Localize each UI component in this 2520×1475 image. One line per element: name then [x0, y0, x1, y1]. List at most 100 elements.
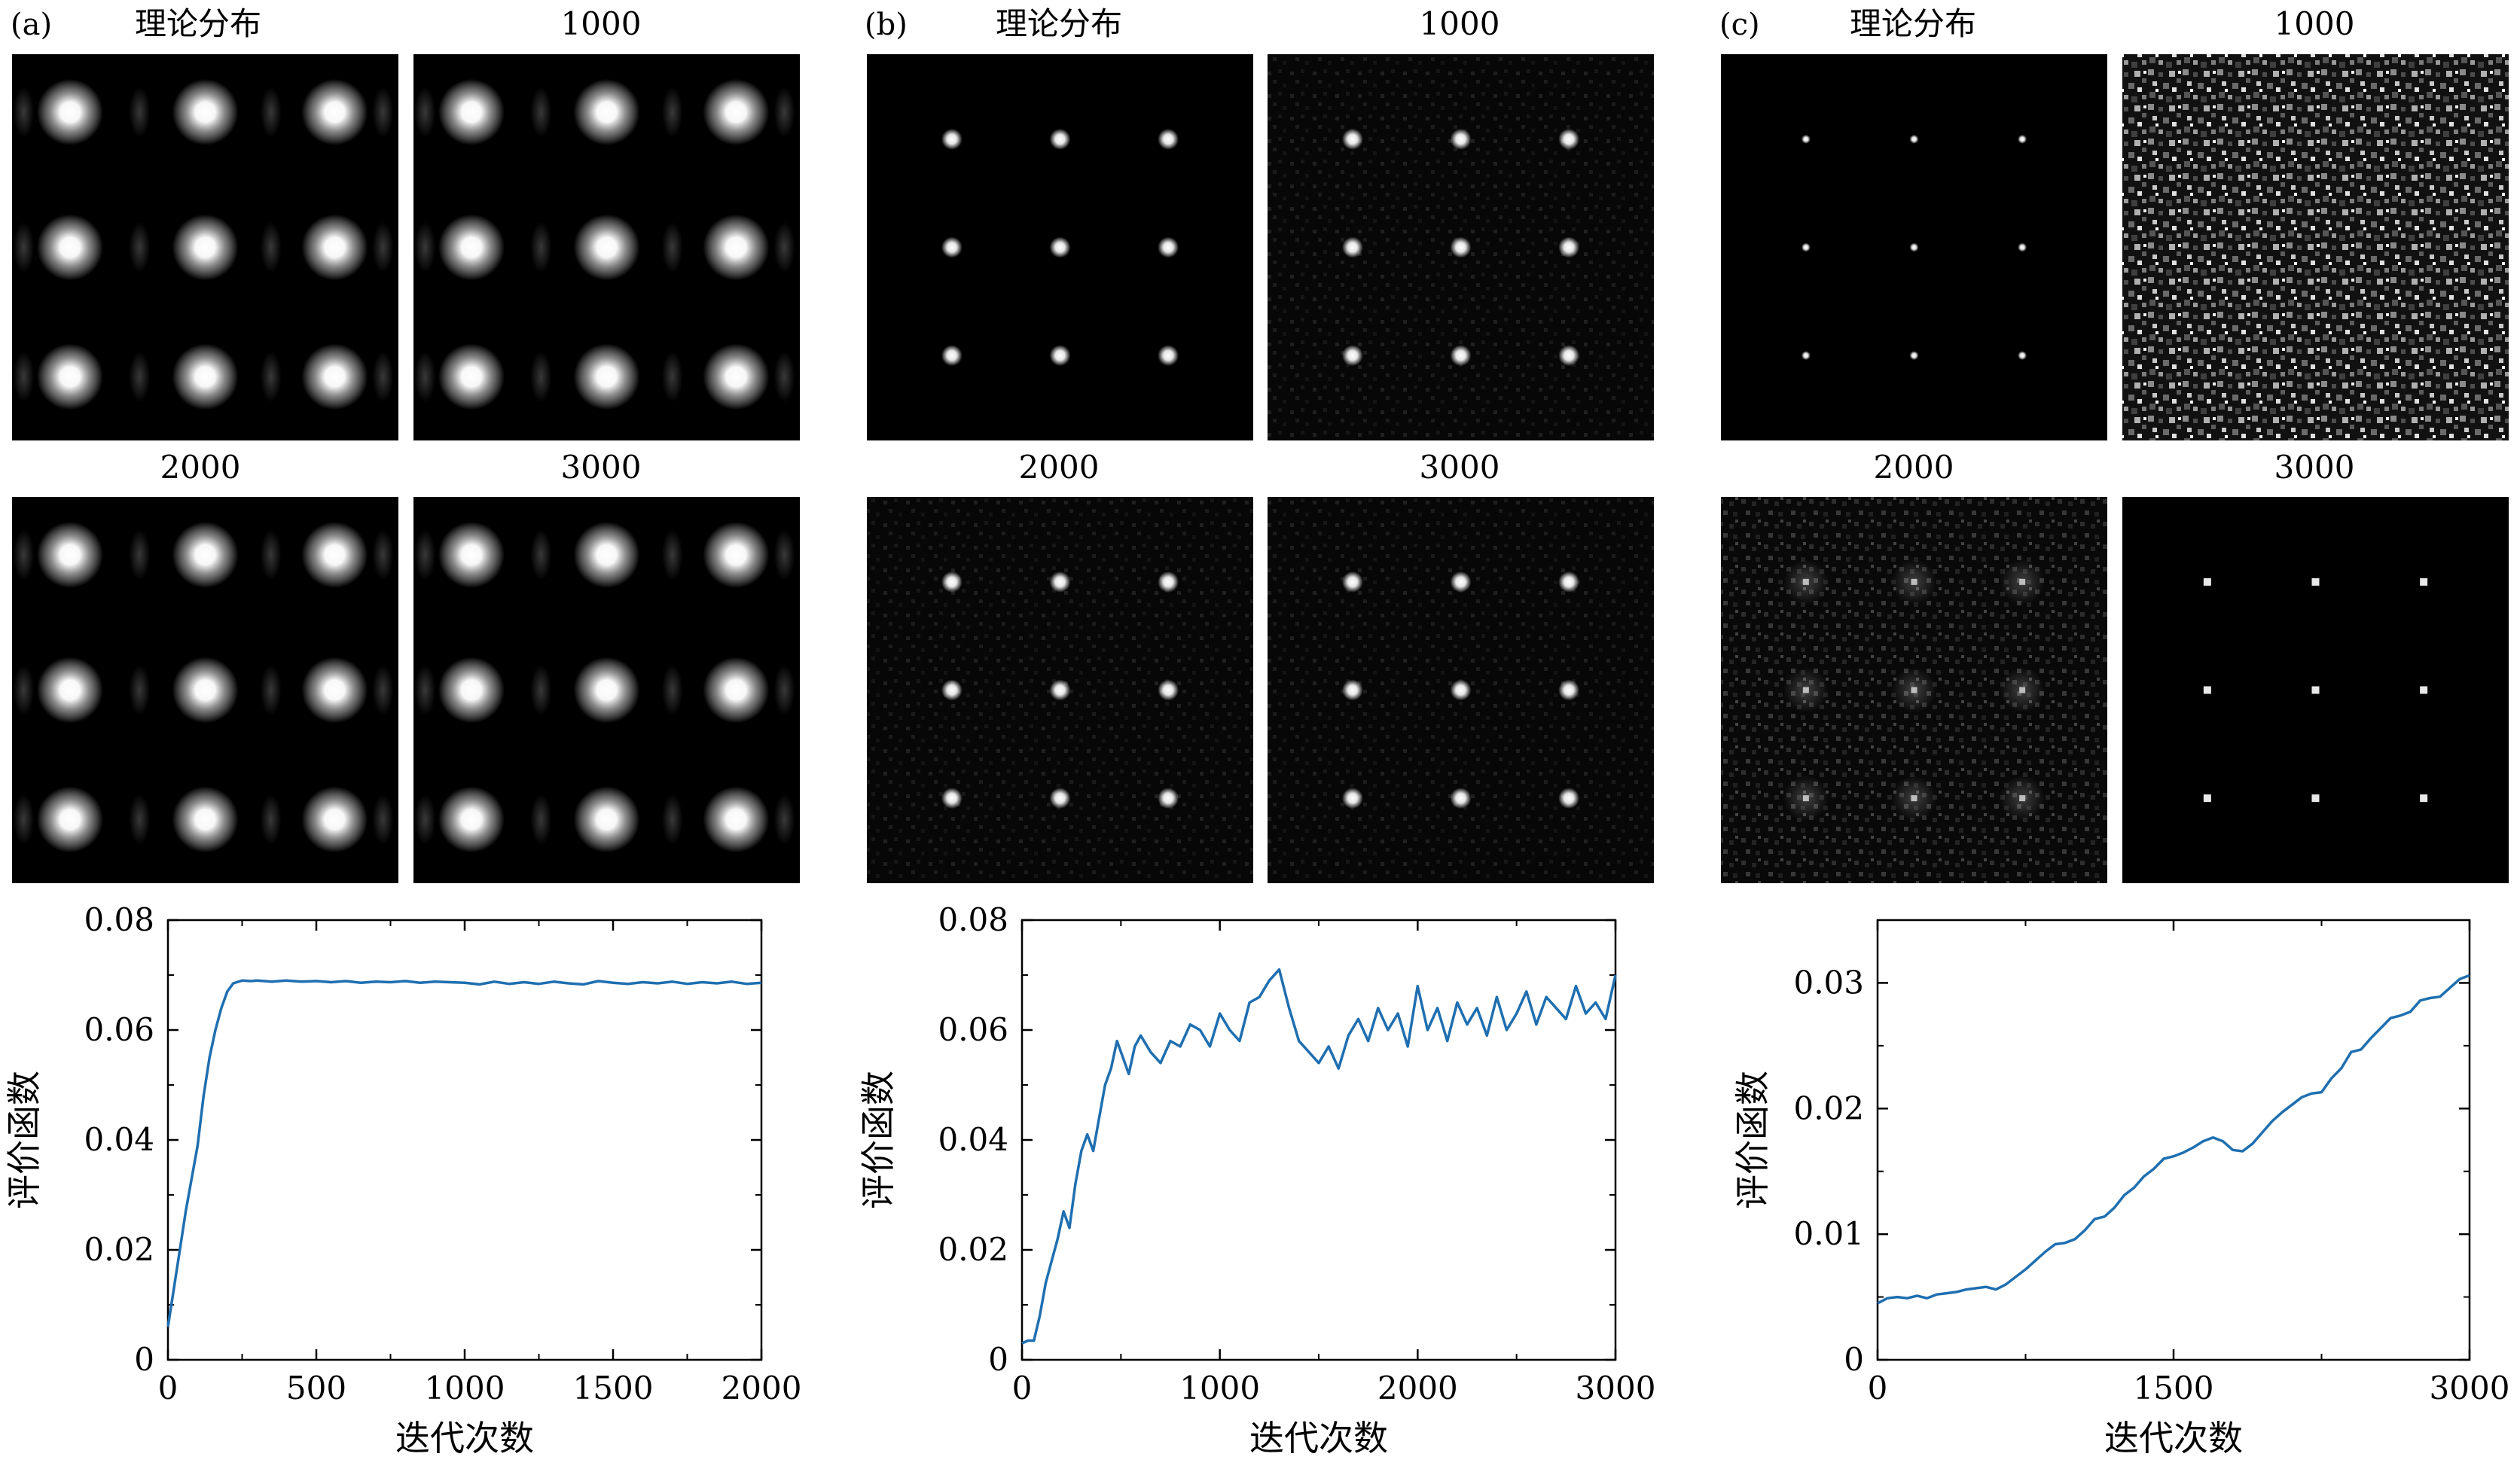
side-lobe [530, 529, 552, 581]
series-line [1021, 968, 1617, 1345]
diffraction-spot [941, 571, 963, 593]
side-lobe [13, 664, 35, 716]
image-b-1 [1268, 54, 1654, 440]
diffraction-spot [172, 214, 239, 281]
side-lobe [372, 351, 394, 403]
diffraction-spot [301, 214, 368, 281]
image-b-2 [867, 497, 1253, 883]
side-lobe [530, 794, 552, 846]
image-c-1 [2122, 54, 2509, 440]
side-lobe [13, 351, 35, 403]
side-lobe [530, 351, 552, 403]
side-lobe [773, 794, 795, 846]
image-title-a-3000: 3000 [561, 449, 642, 486]
diffraction-spot [438, 786, 505, 853]
image-title-c-theory: 理论分布 [1850, 5, 1976, 42]
x-tick-label: 2000 [722, 1370, 802, 1406]
side-lobe [530, 86, 552, 138]
side-lobe [13, 86, 35, 138]
diffraction-spot [1911, 578, 1917, 585]
side-lobe [773, 664, 795, 716]
diffraction-spot [1802, 795, 1809, 802]
diffraction-spot [172, 786, 239, 853]
image-a-1 [413, 54, 800, 440]
side-lobe [129, 664, 151, 716]
diffraction-spot [2019, 578, 2026, 585]
side-lobe [661, 529, 683, 581]
plot-frame [1021, 919, 1617, 1361]
intensity-images [12, 54, 2509, 883]
diffraction-spot [1158, 345, 1179, 367]
diffraction-spot [2203, 686, 2211, 694]
diffraction-spot [1450, 345, 1472, 367]
image-c-2 [1721, 497, 2107, 883]
panel-label-a: (a) [11, 8, 52, 42]
diffraction-spot [2203, 794, 2211, 803]
y-tick-label: 0.08 [938, 901, 1008, 938]
diffraction-spot [941, 236, 963, 258]
image-title-a-1000: 1000 [561, 5, 642, 42]
image-title-c-1000: 1000 [2274, 5, 2355, 42]
panel-label-c: (c) [1719, 8, 1760, 42]
image-title-b-3000: 3000 [1420, 449, 1500, 486]
y-tick-label: 0 [134, 1341, 154, 1378]
diffraction-spot [703, 657, 770, 724]
image-title-c-2000: 2000 [1874, 449, 1954, 486]
diffraction-spot [1341, 345, 1363, 367]
chart-c: 0 1500 3000 0 0.01 0.02 0.03 迭代次数 评价函数 [1732, 919, 2509, 1458]
line-charts: 0 500 1000 1500 2000 0 0.02 0.04 0.06 0.08 迭代次数 评价函… [4, 901, 2509, 1458]
diffraction-spot [301, 786, 368, 853]
diffraction-spot [1049, 571, 1071, 593]
x-tick-label: 1500 [573, 1370, 654, 1406]
x-tick-label: 2000 [1377, 1370, 1458, 1406]
chart-a: 0 500 1000 1500 2000 0 0.02 0.04 0.06 0.08 迭代次数 评价函… [4, 901, 801, 1458]
diffraction-spot [1158, 679, 1179, 701]
diffraction-spot [1341, 788, 1363, 809]
image-c-0 [1721, 54, 2107, 440]
diffraction-spot [703, 343, 770, 410]
diffraction-spot [573, 78, 640, 145]
diffraction-spot [2311, 686, 2320, 694]
diffraction-spot [941, 128, 963, 150]
x-tick-label: 1000 [1179, 1370, 1260, 1406]
side-lobe [661, 86, 683, 138]
diffraction-spot [1450, 788, 1472, 809]
image-b-3 [1268, 497, 1654, 883]
image-b-0 [867, 54, 1253, 440]
diffraction-spot [1158, 571, 1179, 593]
y-tick-label: 0.08 [84, 901, 154, 938]
diffraction-spot [172, 521, 239, 588]
x-axis-label: 迭代次数 [2104, 1418, 2243, 1458]
side-lobe [260, 664, 282, 716]
chart-b: 0 1000 2000 3000 0 0.02 0.04 0.06 0.08 迭代次数 评价函数 [858, 901, 1655, 1458]
diffraction-spot [941, 679, 963, 701]
image-title-b-1000: 1000 [1420, 5, 1500, 42]
image-title-b-theory: 理论分布 [996, 5, 1122, 42]
y-axis-label: 评价函数 [1732, 1071, 1773, 1209]
diffraction-spot [703, 521, 770, 588]
image-title-a-theory: 理论分布 [135, 5, 261, 42]
diffraction-spot [573, 657, 640, 724]
diffraction-spot [703, 214, 770, 281]
diffraction-spot [2019, 687, 2026, 693]
diffraction-spot [703, 786, 770, 853]
diffraction-spot [2018, 242, 2027, 252]
side-lobe [372, 221, 394, 273]
side-lobe [414, 664, 436, 716]
diffraction-spot [1909, 134, 1919, 144]
x-axis-label: 迭代次数 [395, 1418, 534, 1458]
diffraction-spot [36, 343, 103, 410]
image-a-2 [12, 497, 398, 883]
diffraction-spot [36, 214, 103, 281]
diffraction-spot [301, 78, 368, 145]
diffraction-spot [1341, 571, 1363, 593]
side-lobe [260, 529, 282, 581]
side-lobe [661, 221, 683, 273]
diffraction-spot [1049, 679, 1071, 701]
diffraction-spot [1049, 788, 1071, 809]
x-tick-label: 1500 [2134, 1370, 2214, 1406]
diffraction-spot [941, 345, 963, 367]
diffraction-spot [703, 78, 770, 145]
diffraction-spot [1341, 236, 1363, 258]
y-tick-label: 0.02 [84, 1231, 154, 1268]
